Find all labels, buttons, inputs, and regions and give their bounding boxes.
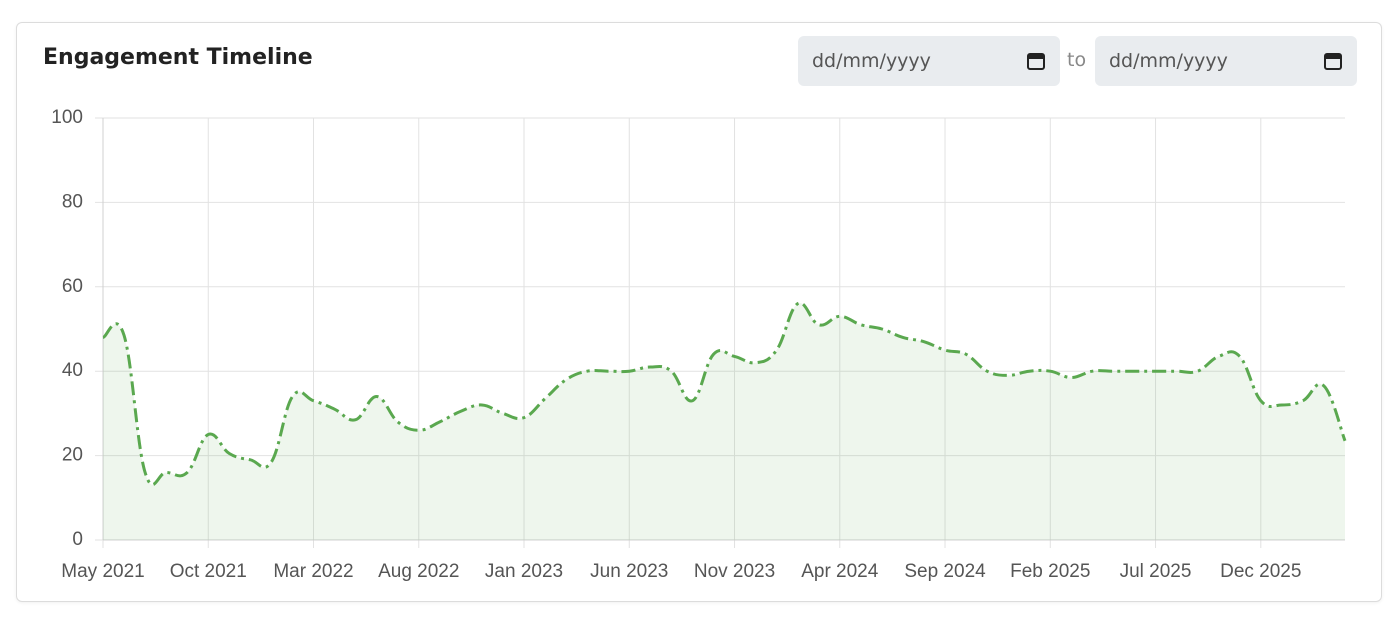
calendar-icon xyxy=(1324,53,1342,70)
x-tick-label: Aug 2022 xyxy=(378,561,459,582)
x-tick-label: Oct 2021 xyxy=(170,561,247,582)
y-tick-label: 100 xyxy=(51,107,83,128)
card-title: Engagement Timeline xyxy=(43,45,313,70)
x-tick-label: Jan 2023 xyxy=(485,561,563,582)
y-tick-label: 0 xyxy=(72,529,83,550)
x-tick-label: Mar 2022 xyxy=(273,561,353,582)
x-tick-label: Apr 2024 xyxy=(801,561,879,582)
separator: to xyxy=(1067,49,1087,71)
x-tick-label: Dec 2025 xyxy=(1220,561,1301,582)
y-tick-label: 60 xyxy=(62,276,83,297)
x-tick-label: Sep 2024 xyxy=(904,561,986,582)
x-tick-label: May 2021 xyxy=(61,561,144,582)
date-to[interactable]: dd/mm/yyyy xyxy=(1095,36,1357,86)
date-placeholder: dd/mm/yyyy xyxy=(1109,50,1228,72)
date-from[interactable]: dd/mm/yyyy xyxy=(798,36,1060,86)
y-tick-label: 80 xyxy=(62,191,83,212)
x-tick-label: Nov 2023 xyxy=(694,561,775,582)
area xyxy=(103,302,1345,540)
calendar-icon xyxy=(1027,53,1045,70)
y-tick-label: 20 xyxy=(62,445,83,466)
line xyxy=(102,301,1347,487)
date-placeholder: dd/mm/yyyy xyxy=(812,50,931,72)
card xyxy=(16,22,1382,602)
x-tick-label: Jul 2025 xyxy=(1120,561,1192,582)
y-tick-label: 40 xyxy=(62,360,83,381)
x-tick-label: Jun 2023 xyxy=(590,561,668,582)
x-tick-label: Feb 2025 xyxy=(1010,561,1090,582)
